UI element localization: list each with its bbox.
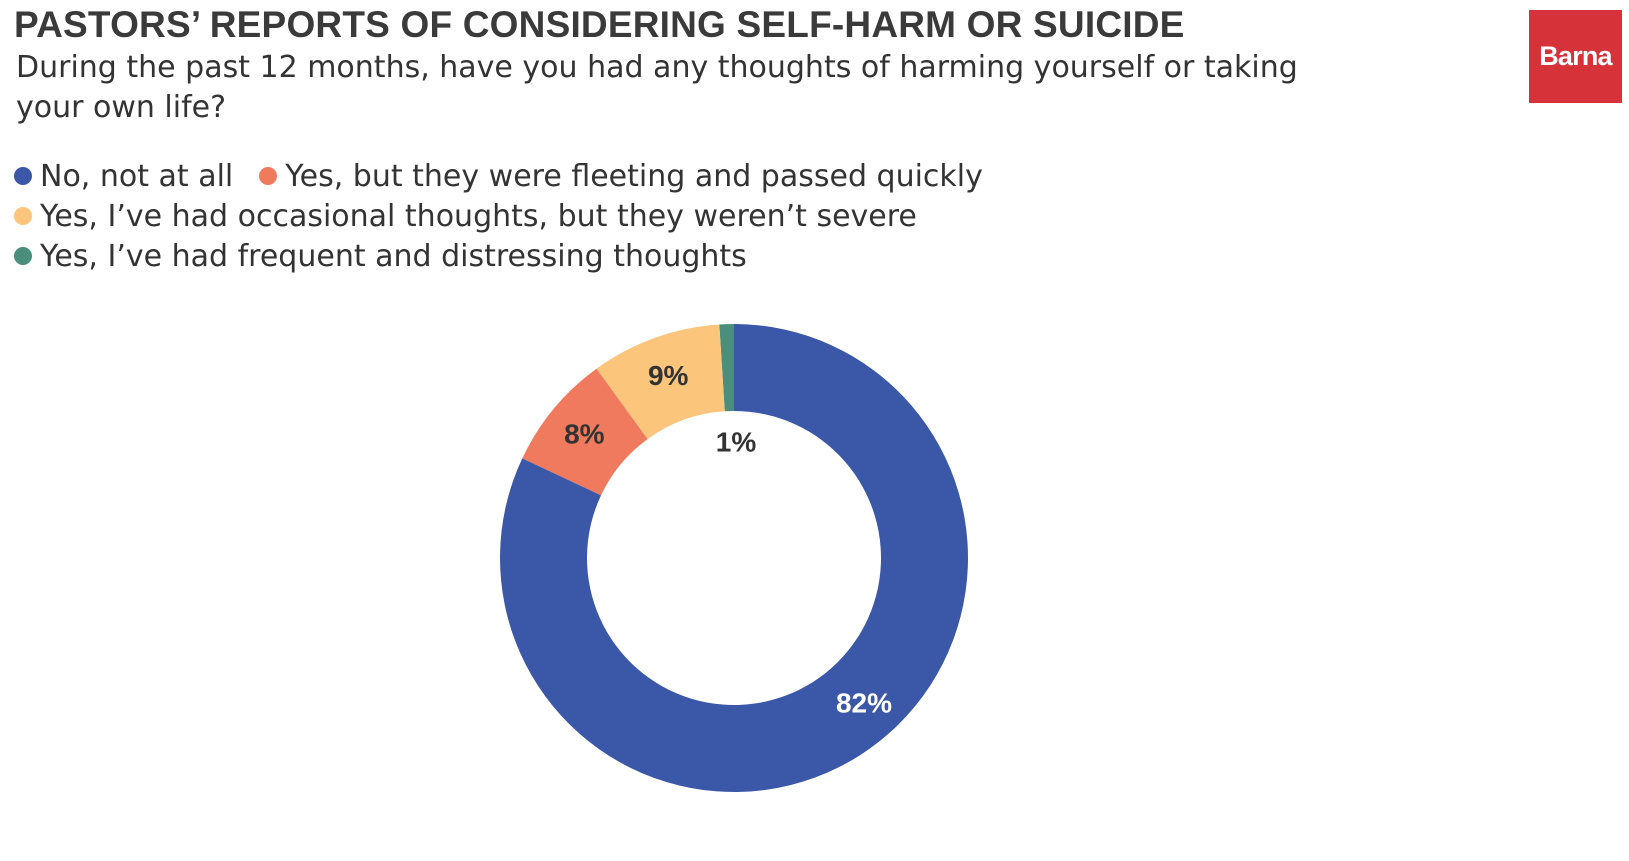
donut-label-fleeting: 8% [564,419,605,450]
barna-logo: Barna [1529,10,1622,103]
legend-row-3: Yes, I’ve had frequent and distressing t… [14,236,1009,276]
legend-item-occasional: Yes, I’ve had occasional thoughts, but t… [14,199,917,234]
donut-slice-fleeting [522,368,648,496]
legend-label-occasional: Yes, I’ve had occasional thoughts, but t… [40,198,917,234]
donut-slice-frequent [719,324,734,412]
chart-title: PASTORS’ REPORTS OF CONSIDERING SELF-HAR… [14,4,1185,45]
legend-item-fleeting: Yes, but they were fleeting and passed q… [259,159,983,194]
legend-item-frequent: Yes, I’ve had frequent and distressing t… [14,239,747,274]
chart-legend: No, not at all Yes, but they were fleeti… [14,156,1009,276]
legend-swatch-occasional [14,207,32,225]
donut-slice-no [499,324,968,792]
legend-label-frequent: Yes, I’ve had frequent and distressing t… [40,238,747,274]
legend-label-fleeting: Yes, but they were fleeting and passed q… [285,158,983,194]
donut-label-occasional: 9% [648,360,689,391]
donut-label-frequent: 1% [716,427,757,458]
legend-item-no: No, not at all [14,159,233,194]
legend-row-1: No, not at all Yes, but they were fleeti… [14,156,1009,196]
donut-slice-occasional [596,324,725,440]
legend-label-no: No, not at all [40,158,234,194]
chart-subtitle: During the past 12 months, have you had … [16,50,1298,125]
legend-swatch-frequent [14,247,32,265]
legend-swatch-no [14,167,32,185]
legend-swatch-fleeting [259,167,278,185]
donut-label-no: 82% [836,688,892,719]
legend-row-2: Yes, I’ve had occasional thoughts, but t… [14,196,1009,236]
